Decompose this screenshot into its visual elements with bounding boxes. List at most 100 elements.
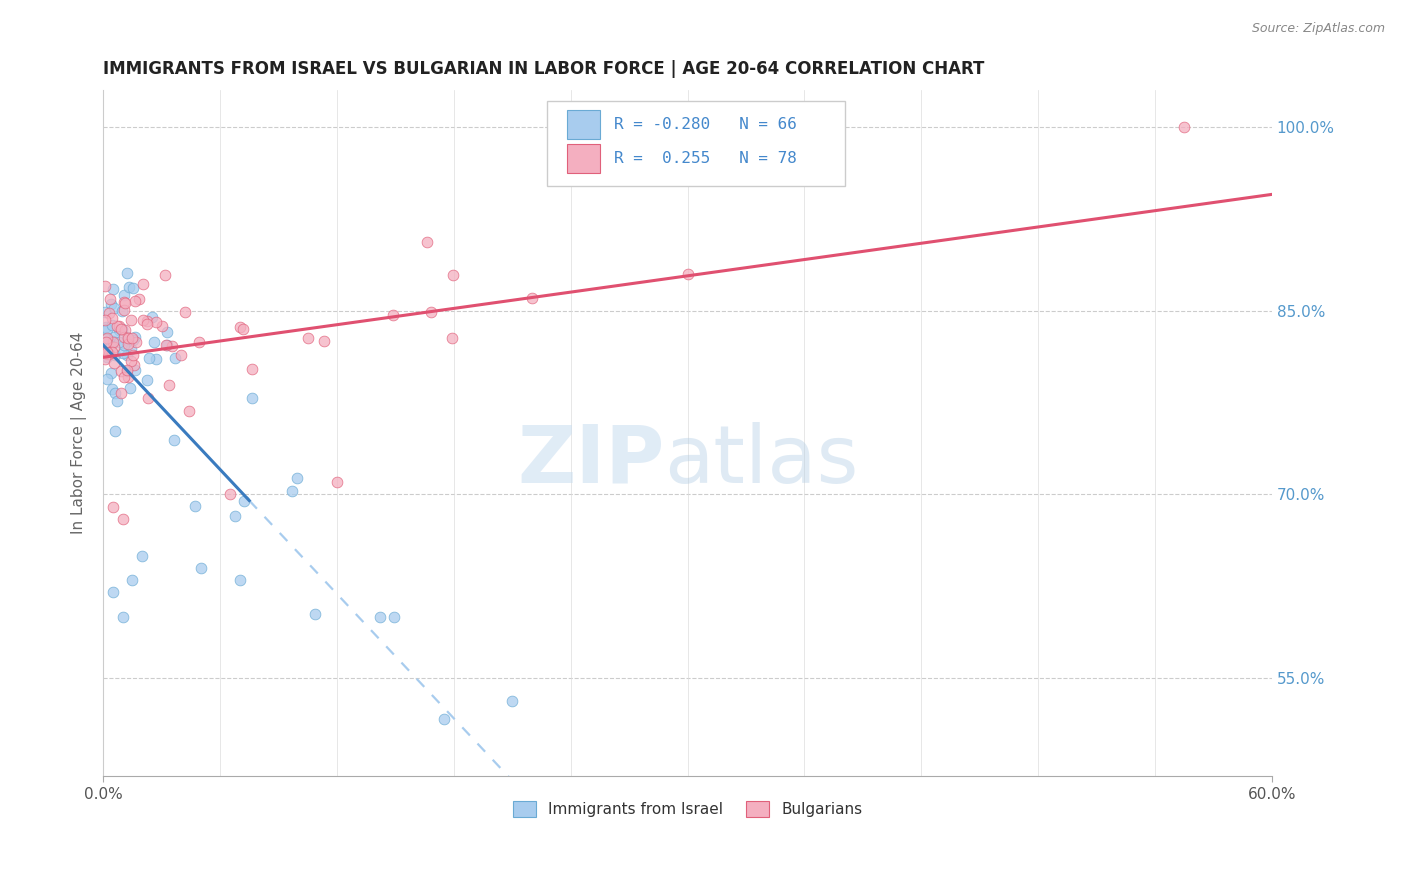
Point xyxy=(501,693,523,707)
Point xyxy=(115,364,138,378)
Point xyxy=(1173,120,1195,134)
Point xyxy=(94,345,117,359)
Point xyxy=(96,372,118,386)
Point xyxy=(94,305,117,319)
Point xyxy=(96,350,118,364)
Point xyxy=(326,475,349,490)
Point xyxy=(297,331,319,345)
Point xyxy=(155,338,177,352)
Point xyxy=(112,294,135,309)
Point xyxy=(104,348,127,362)
Point xyxy=(136,373,159,387)
Point xyxy=(240,361,263,376)
Point xyxy=(112,338,135,352)
Point xyxy=(132,277,155,292)
Point xyxy=(280,483,302,498)
Point xyxy=(441,331,464,345)
Point xyxy=(155,337,177,351)
Point xyxy=(232,493,254,508)
Point xyxy=(135,317,157,331)
Point xyxy=(228,573,250,587)
Point xyxy=(117,370,139,384)
Legend: Immigrants from Israel, Bulgarians: Immigrants from Israel, Bulgarians xyxy=(506,795,869,823)
Point xyxy=(98,292,121,306)
Point xyxy=(101,345,124,359)
Point xyxy=(157,378,180,392)
Point xyxy=(114,369,136,384)
Point xyxy=(103,301,125,315)
Point xyxy=(108,318,131,333)
Point xyxy=(100,297,122,311)
Point xyxy=(96,322,118,336)
Point xyxy=(103,334,125,348)
Point xyxy=(122,281,145,295)
Point xyxy=(115,266,138,280)
Point xyxy=(101,318,124,332)
Point xyxy=(145,315,167,329)
Point xyxy=(110,386,132,401)
Point xyxy=(96,332,118,346)
Point xyxy=(104,385,127,400)
Point xyxy=(382,308,405,322)
Text: Source: ZipAtlas.com: Source: ZipAtlas.com xyxy=(1251,22,1385,36)
Point xyxy=(101,585,124,599)
Bar xyxy=(567,145,600,173)
Y-axis label: In Labor Force | Age 20-64: In Labor Force | Age 20-64 xyxy=(72,332,87,534)
Point xyxy=(94,352,117,367)
Point xyxy=(103,356,125,370)
Point xyxy=(96,331,118,345)
Point xyxy=(112,287,135,301)
Point xyxy=(520,292,543,306)
Point xyxy=(114,323,136,337)
Point xyxy=(122,348,145,362)
Point xyxy=(98,306,121,320)
Point xyxy=(112,330,135,344)
Point xyxy=(124,334,146,349)
Point xyxy=(121,573,143,587)
Point xyxy=(173,304,195,318)
Point xyxy=(285,471,308,485)
Point xyxy=(382,610,405,624)
Point xyxy=(120,313,142,327)
Point xyxy=(224,508,246,523)
Point xyxy=(111,512,134,526)
Point xyxy=(370,610,392,624)
Point xyxy=(94,313,117,327)
Point xyxy=(117,331,139,345)
Point xyxy=(312,334,335,348)
Point xyxy=(105,393,128,408)
Point xyxy=(142,334,165,349)
Point xyxy=(108,322,131,336)
Point xyxy=(117,336,139,351)
Point xyxy=(170,348,193,362)
Point xyxy=(441,268,464,283)
Point xyxy=(188,334,211,349)
Point xyxy=(94,278,117,293)
Point xyxy=(121,331,143,345)
Point xyxy=(100,383,122,397)
Point xyxy=(101,283,124,297)
Text: IMMIGRANTS FROM ISRAEL VS BULGARIAN IN LABOR FORCE | AGE 20-64 CORRELATION CHART: IMMIGRANTS FROM ISRAEL VS BULGARIAN IN L… xyxy=(103,60,984,78)
Point xyxy=(218,487,240,501)
Point xyxy=(117,334,139,348)
Point xyxy=(115,348,138,362)
Point xyxy=(190,561,212,575)
Point xyxy=(138,351,160,366)
Text: R =  0.255   N = 78: R = 0.255 N = 78 xyxy=(614,152,797,166)
Point xyxy=(101,500,124,514)
Point xyxy=(111,610,134,624)
Point xyxy=(111,346,134,360)
Point xyxy=(117,363,139,377)
Point xyxy=(124,363,146,377)
Point xyxy=(115,330,138,344)
Point xyxy=(163,351,186,365)
Point xyxy=(103,329,125,343)
Point xyxy=(104,424,127,438)
Point xyxy=(103,334,125,349)
Point xyxy=(98,347,121,361)
Point xyxy=(120,354,142,368)
Point xyxy=(120,342,142,356)
Point xyxy=(105,318,128,333)
Point xyxy=(135,314,157,328)
Point xyxy=(96,347,118,361)
